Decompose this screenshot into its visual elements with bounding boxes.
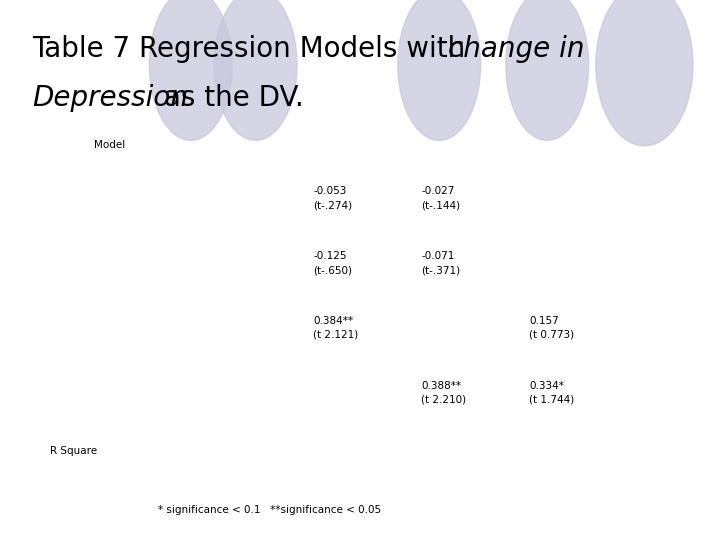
Ellipse shape <box>215 0 297 140</box>
Ellipse shape <box>397 0 481 140</box>
Text: 0.157
(t 0.773): 0.157 (t 0.773) <box>529 316 575 340</box>
Text: -0.053
(t-.274): -0.053 (t-.274) <box>313 186 352 210</box>
Ellipse shape <box>150 0 232 140</box>
Text: as the DV.: as the DV. <box>155 84 304 112</box>
Text: -0.027
(t-.144): -0.027 (t-.144) <box>421 186 460 210</box>
Text: 0.334*
(t 1.744): 0.334* (t 1.744) <box>529 381 575 404</box>
Text: Depression: Depression <box>32 84 189 112</box>
Text: 0.384**
(t 2.121): 0.384** (t 2.121) <box>313 316 359 340</box>
Ellipse shape <box>506 0 589 140</box>
Text: * significance < 0.1   **significance < 0.05: * significance < 0.1 **significance < 0.… <box>158 505 382 515</box>
Text: Model: Model <box>94 140 125 151</box>
Text: -0.125
(t-.650): -0.125 (t-.650) <box>313 251 352 275</box>
Text: change in: change in <box>448 35 585 63</box>
Text: Table 7 Regression Models with: Table 7 Regression Models with <box>32 35 474 63</box>
Text: Table 7 Regression Models with change in: Table 7 Regression Models with change in <box>32 35 611 63</box>
Ellipse shape <box>596 0 693 146</box>
Text: -0.071
(t-.371): -0.071 (t-.371) <box>421 251 460 275</box>
Text: R Square: R Square <box>50 446 97 456</box>
Text: 0.388**
(t 2.210): 0.388** (t 2.210) <box>421 381 467 404</box>
